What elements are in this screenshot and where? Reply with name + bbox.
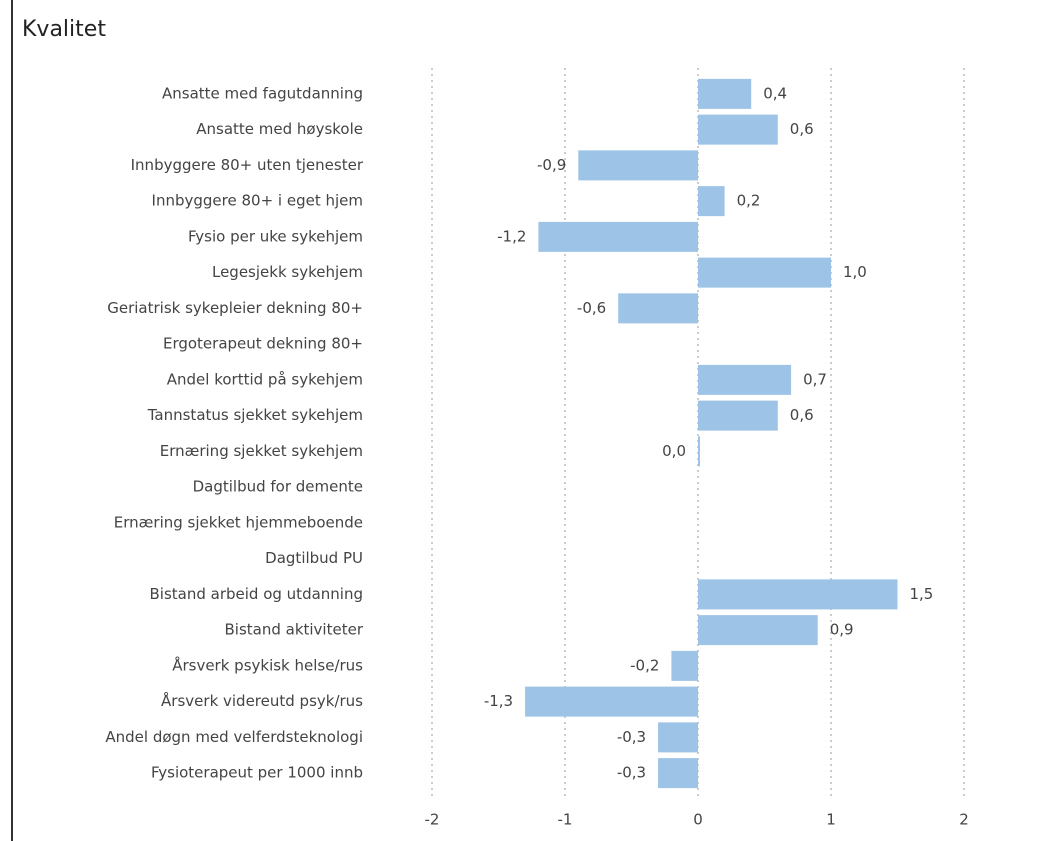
bar — [658, 722, 698, 753]
x-tick-label: -1 — [558, 811, 573, 829]
y-tick-label: Legesjekk sykehjem — [212, 263, 363, 281]
value-label: -0,6 — [577, 299, 606, 317]
y-tick-label: Ernæring sjekket hjemmeboende — [114, 513, 363, 531]
bar — [671, 650, 698, 681]
bar — [698, 615, 818, 646]
y-tick-label: Tannstatus sjekket sykehjem — [147, 406, 363, 424]
y-tick-label: Dagtilbud for demente — [193, 478, 363, 496]
bar — [698, 78, 752, 109]
value-label: -0,3 — [617, 764, 646, 782]
bar — [525, 686, 698, 717]
y-tick-label: Fysio per uke sykehjem — [188, 227, 363, 245]
y-tick-label: Innbyggere 80+ uten tjenester — [131, 156, 364, 174]
bar — [698, 186, 725, 217]
value-label: -0,3 — [617, 728, 646, 746]
bar — [658, 758, 698, 789]
y-tick-label: Dagtilbud PU — [265, 549, 363, 567]
value-label: 0,7 — [803, 370, 827, 388]
bar — [578, 150, 698, 181]
bar — [698, 436, 700, 467]
value-label: 0,2 — [737, 192, 761, 210]
y-tick-label: Bistand arbeid og utdanning — [150, 585, 364, 603]
y-tick-label: Ernæring sjekket sykehjem — [160, 442, 363, 460]
value-label: -1,3 — [484, 692, 513, 710]
y-tick-label: Ansatte med fagutdanning — [162, 84, 363, 102]
x-tick-label: 1 — [826, 811, 836, 829]
y-tick-label: Ansatte med høyskole — [196, 120, 363, 138]
value-label: 0,6 — [790, 120, 814, 138]
value-label: 1,5 — [910, 585, 934, 603]
bar — [698, 579, 898, 610]
y-tick-label: Bistand aktiviteter — [224, 621, 363, 639]
value-label: -1,2 — [497, 227, 526, 245]
x-tick-label: 2 — [959, 811, 969, 829]
value-label: 1,0 — [843, 263, 867, 281]
value-label: -0,2 — [630, 656, 659, 674]
value-label: 0,9 — [830, 621, 854, 639]
bar — [538, 221, 698, 252]
value-label: 0,0 — [662, 442, 686, 460]
y-tick-label: Ergoterapeut dekning 80+ — [163, 335, 363, 353]
bar — [698, 364, 792, 395]
bar — [698, 114, 778, 145]
y-tick-label: Innbyggere 80+ i eget hjem — [152, 192, 363, 210]
x-tick-label: 0 — [693, 811, 703, 829]
y-tick-label: Andel korttid på sykehjem — [167, 370, 363, 388]
y-tick-label: Geriatrisk sykepleier dekning 80+ — [107, 299, 363, 317]
y-tick-label: Fysioterapeut per 1000 innb — [151, 764, 363, 782]
value-label: 0,6 — [790, 406, 814, 424]
y-tick-label: Årsverk videreutd psyk/rus — [161, 691, 363, 710]
x-tick-label: -2 — [425, 811, 440, 829]
bar — [698, 400, 778, 431]
y-tick-label: Årsverk psykisk helse/rus — [172, 655, 363, 674]
bar — [698, 257, 831, 288]
chart-title: Kvalitet — [22, 17, 106, 42]
value-label: 0,4 — [763, 84, 787, 102]
bar — [618, 293, 698, 324]
y-tick-label: Andel døgn med velferdsteknologi — [105, 728, 363, 746]
value-label: -0,9 — [537, 156, 566, 174]
